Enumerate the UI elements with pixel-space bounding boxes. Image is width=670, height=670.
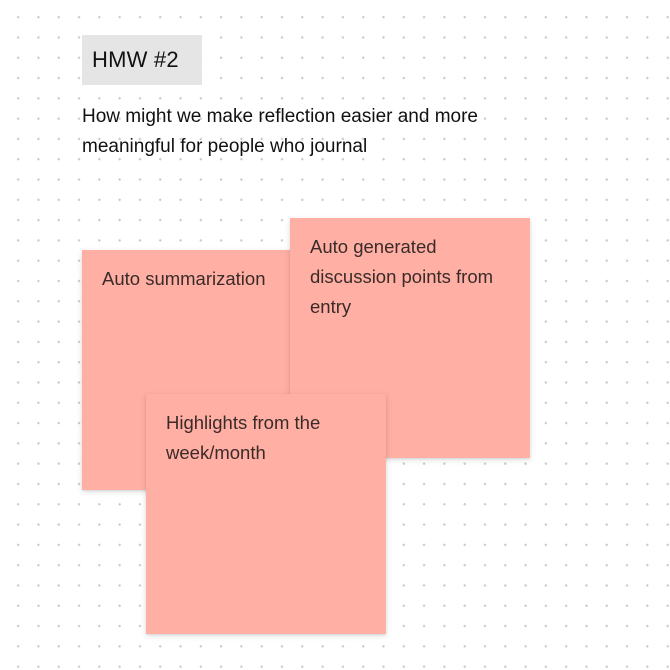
sticky-note-highlights[interactable]: Highlights from the week/month (146, 394, 386, 634)
sticky-note-text: Auto summarization (102, 268, 266, 289)
hmw-tag[interactable]: HMW #2 (82, 35, 202, 85)
sticky-note-text: Highlights from the week/month (166, 412, 321, 463)
hmw-question-text[interactable]: How might we make reflection easier and … (82, 106, 479, 157)
sticky-note-text: Auto generated discussion points from en… (310, 236, 494, 317)
hmw-tag-label: HMW #2 (92, 47, 179, 72)
